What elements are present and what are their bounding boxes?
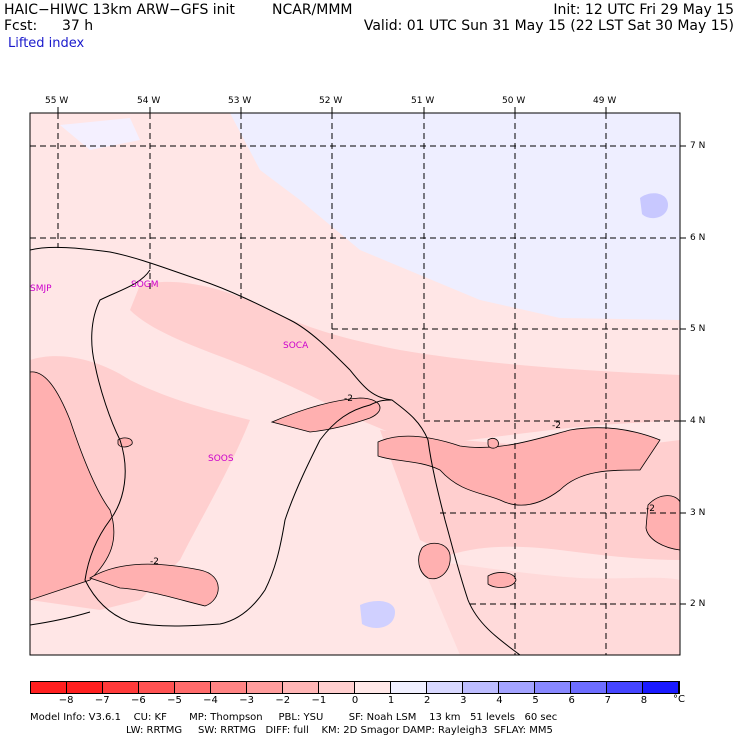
lon-label: 52 W	[319, 96, 343, 106]
colorbar-tick-label: −5	[167, 695, 182, 706]
stable-blob-ne	[640, 193, 668, 219]
colorbar-swatch	[499, 682, 535, 693]
deep-unstable-blob-3	[645, 495, 680, 551]
lon-label: 54 W	[137, 96, 161, 106]
lon-label: 53 W	[228, 96, 252, 106]
colorbar-swatch	[427, 682, 463, 693]
lat-label: 2 N	[690, 599, 706, 609]
colorbar-swatch	[643, 682, 679, 693]
stable-blob-south	[360, 600, 395, 628]
lon-label: 50 W	[502, 96, 526, 106]
colorbar-swatch	[247, 682, 283, 693]
colorbar-unit: °C	[673, 694, 685, 705]
lat-label: 7 N	[690, 141, 706, 151]
colorbar-tick-label: 8	[640, 695, 648, 706]
colorbar-swatch	[67, 682, 103, 693]
model-info-line2: LW: RRTMG SW: RRTMG DIFF: full KM: 2D Sm…	[126, 725, 553, 736]
tick-marks	[57, 107, 686, 605]
init-time: Init: 12 UTC Fri 29 May 15	[553, 2, 734, 18]
deep-unstable-blob-2	[487, 572, 517, 588]
colorbar-tick-label: −1	[311, 695, 327, 706]
deep-unstable-coast	[270, 397, 381, 433]
unstable-band-coast	[130, 281, 680, 445]
border-suriname-guyane	[84, 269, 393, 627]
lat-label: 3 N	[690, 508, 706, 518]
station-label: SMJP	[30, 284, 52, 294]
colorbar-swatch	[607, 682, 643, 693]
lat-label: 6 N	[690, 233, 706, 243]
colorbar-tick-label: −6	[130, 695, 146, 706]
deep-unstable-west	[30, 371, 115, 601]
colorbar-swatch	[211, 682, 247, 693]
colorbar-swatch	[319, 682, 355, 693]
station-label: SOCA	[283, 341, 309, 351]
colorbar-swatch	[463, 682, 499, 693]
colorbar-tick-label: −4	[203, 695, 218, 706]
field-name: Lifted index	[8, 36, 85, 51]
lon-label: 55 W	[45, 96, 69, 106]
stable-region-north	[230, 113, 680, 320]
valid-time: Valid: 01 UTC Sun 31 May 15 (22 LST Sat …	[363, 18, 734, 34]
forecast-label: Fcst:	[4, 18, 38, 34]
plot-frame	[29, 112, 681, 656]
forecast-hours: 37 h	[62, 18, 94, 34]
colorbar-tick-label: 0	[351, 695, 359, 706]
stable-region-top-left	[60, 118, 140, 150]
lon-label: 49 W	[593, 96, 617, 106]
colorbar-swatch	[103, 682, 139, 693]
model-info-line1: Model Info: V3.6.1 CU: KF MP: Thompson P…	[30, 712, 558, 723]
colorbar-tick-label: 2	[424, 695, 431, 706]
model-title: HAIC−HIWC 13km ARW−GFS init	[4, 2, 235, 18]
colorbar-tick-label: 4	[496, 695, 503, 706]
colorbar-swatch	[175, 682, 211, 693]
colorbar-swatch	[571, 682, 607, 693]
contour-label: -2	[646, 504, 655, 514]
contour-label: -2	[150, 557, 159, 567]
graticule	[30, 113, 680, 655]
colorbar-tick-label: 1	[387, 695, 395, 706]
border-west	[30, 611, 91, 626]
colorbar-ticks: −8 −7 −6 −5 −4 −3 −2 −1 0 1 2 3 4 5 6 7 8	[30, 695, 680, 707]
lon-label: 51 W	[411, 96, 435, 106]
colorbar	[30, 681, 680, 694]
colorbar-tick-label: 7	[604, 695, 611, 706]
deep-unstable-blob-5	[487, 438, 499, 449]
colorbar-tick-label: 5	[532, 695, 539, 706]
unstable-region-southeast	[420, 560, 680, 655]
colorbar-swatch	[31, 682, 67, 693]
deep-unstable-sw	[89, 563, 219, 607]
colorbar-swatch	[139, 682, 175, 693]
colorbar-tick-label: −2	[275, 695, 291, 706]
colorbar-tick-label: −3	[239, 695, 255, 706]
colorbar-tick-label: 3	[460, 695, 467, 706]
colorbar-swatch	[391, 682, 427, 693]
colorbar-swatch	[355, 682, 391, 693]
contour-label: -2	[344, 394, 353, 404]
lat-label: 5 N	[690, 324, 706, 334]
deep-unstable-east	[377, 427, 661, 506]
colorbar-tick-label: −8	[58, 695, 74, 706]
deep-unstable-blob-1	[418, 542, 451, 580]
colorbar-swatch	[535, 682, 571, 693]
colorbar-tick-label: −7	[94, 695, 110, 706]
colorbar-swatch	[283, 682, 319, 693]
contour-label: -2	[552, 421, 561, 431]
coastline	[30, 246, 521, 655]
organization-label: NCAR/MMM	[272, 2, 353, 18]
station-label: SOGM	[131, 280, 159, 290]
station-label: SOOS	[208, 454, 234, 464]
colorbar-tick-label: 6	[568, 695, 575, 706]
lat-label: 4 N	[690, 416, 706, 426]
